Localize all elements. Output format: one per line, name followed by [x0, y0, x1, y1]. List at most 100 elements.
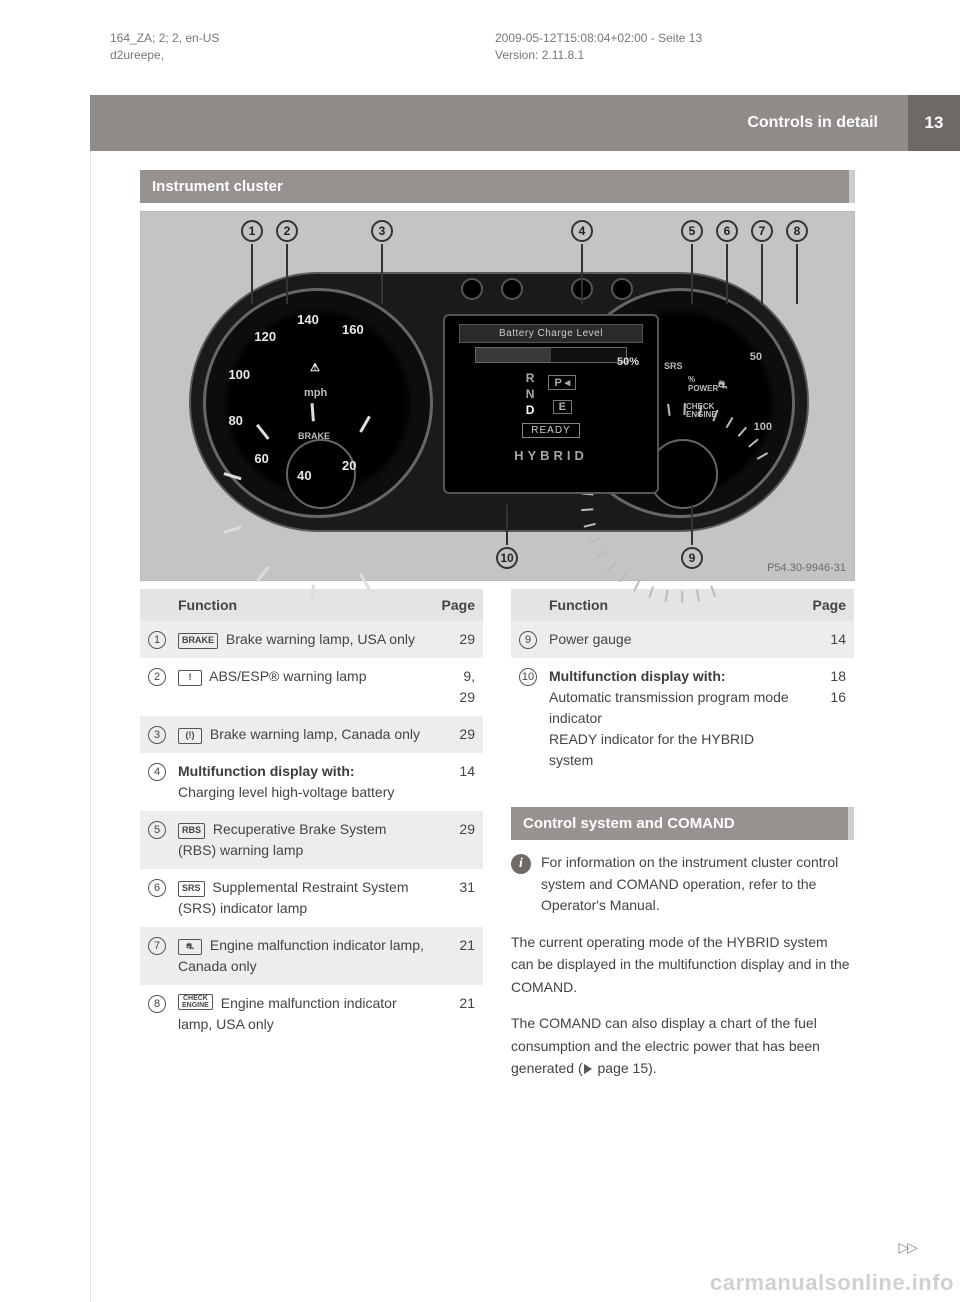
row-page: 21 — [425, 935, 475, 956]
row-page: 21 — [425, 993, 475, 1014]
meta-left: 164_ZA; 2; 2, en-US d2ureepe, — [110, 30, 219, 65]
warning-symbol-icon: ⛐ — [178, 939, 202, 955]
page-header-title: Controls in detail — [747, 114, 878, 132]
row-function: SRS Supplemental Restraint System (SRS) … — [178, 877, 425, 919]
row-function: ⛐ Engine malfunction indicator lamp, Can… — [178, 935, 425, 977]
callout-marker: 7 — [751, 220, 773, 242]
table-row: 5 RBS Recuperative Brake System (RBS) war… — [140, 811, 483, 869]
table-row: 8 CHECK ENGINE Engine malfunction indicat… — [140, 985, 483, 1043]
gear-indicator: RND P ◂ E — [445, 371, 657, 417]
content-area: Instrument cluster mph BRAKE ⚠ 204060801… — [140, 170, 855, 1093]
callout-marker: 2 — [276, 220, 298, 242]
row-function: BRAKE Brake warning lamp, USA only — [178, 629, 425, 650]
panel-button — [611, 278, 633, 300]
speedometer-dial: mph BRAKE ⚠ 20406080100120140160 — [203, 288, 433, 518]
meta-left-line1: 164_ZA; 2; 2, en-US — [110, 30, 219, 47]
row-page: 14 — [425, 761, 475, 782]
row-page: 29 — [425, 819, 475, 840]
warning-symbol-icon: SRS — [178, 881, 205, 897]
figure-code: P54.30-9946-31 — [767, 562, 846, 574]
row-function: (!) Brake warning lamp, Canada only — [178, 724, 425, 745]
row-page: 9, 29 — [425, 666, 475, 708]
col-page: Page — [425, 597, 475, 613]
function-table-left: Function Page 1 BRAKE Brake warning lamp,… — [140, 589, 483, 1093]
paragraph: The current operating mode of the HYBRID… — [511, 931, 854, 998]
ready-indicator: READY — [522, 423, 579, 438]
section-bar-control-system: Control system and COMAND — [511, 807, 854, 840]
row-function: Power gauge — [549, 629, 796, 650]
callout-marker: 3 — [371, 220, 393, 242]
row-number: 8 — [148, 995, 166, 1013]
info-icon: i — [511, 854, 531, 874]
table-row: 3 (!) Brake warning lamp, Canada only29 — [140, 716, 483, 753]
meta-right-line2: Version: 2.11.8.1 — [495, 47, 702, 64]
table-row: 7 ⛐ Engine malfunction indicator lamp, Ca… — [140, 927, 483, 985]
row-page: 31 — [425, 877, 475, 898]
callout-marker: 10 — [496, 547, 518, 569]
row-number: 5 — [148, 821, 166, 839]
row-number: 10 — [519, 668, 537, 686]
section-bar-instrument-cluster: Instrument cluster — [140, 170, 855, 203]
row-number: 3 — [148, 726, 166, 744]
row-number: 6 — [148, 879, 166, 897]
panel-button — [501, 278, 523, 300]
continue-marker: ▷▷ — [898, 1239, 916, 1256]
panel-button — [461, 278, 483, 300]
row-page: 18 16 — [796, 666, 846, 708]
col-function: Function — [178, 597, 425, 613]
callout-marker: 9 — [681, 547, 703, 569]
function-tables: Function Page 1 BRAKE Brake warning lamp,… — [140, 589, 855, 1093]
info-note-text: For information on the instrument cluste… — [541, 852, 854, 917]
row-function: RBS Recuperative Brake System (RBS) warn… — [178, 819, 425, 861]
col-page: Page — [796, 597, 846, 613]
page-ref-icon — [584, 1064, 592, 1074]
paragraph: The COMAND can also display a chart of t… — [511, 1012, 854, 1079]
row-number: 2 — [148, 668, 166, 686]
meta-right-line1: 2009-05-12T15:08:04+02:00 - Seite 13 — [495, 30, 702, 47]
battery-charge-label: Battery Charge Level — [459, 324, 643, 343]
row-page: 14 — [796, 629, 846, 650]
table-row: 1 BRAKE Brake warning lamp, USA only29 — [140, 621, 483, 658]
meta-right: 2009-05-12T15:08:04+02:00 - Seite 13 Ver… — [495, 30, 702, 65]
row-number: 1 — [148, 631, 166, 649]
watermark: carmanualsonline.info — [710, 1270, 954, 1296]
warning-symbol-icon: ! — [178, 670, 202, 686]
row-function: Multifunction display with:Charging leve… — [178, 761, 425, 803]
callout-marker: 8 — [786, 220, 808, 242]
battery-charge-pct: 50% — [617, 356, 639, 368]
callout-marker: 6 — [716, 220, 738, 242]
row-function: ! ABS/ESP® warning lamp — [178, 666, 425, 687]
table-row: 6 SRS Supplemental Restraint System (SRS)… — [140, 869, 483, 927]
col-function: Function — [549, 597, 796, 613]
table-row: 4 Multifunction display with:Charging lev… — [140, 753, 483, 811]
row-function: CHECK ENGINE Engine malfunction indicato… — [178, 993, 425, 1035]
instrument-cluster-figure: mph BRAKE ⚠ 20406080100120140160 50 100 … — [140, 211, 855, 581]
warning-symbol-icon: BRAKE — [178, 633, 218, 649]
page-header: Controls in detail 13 — [90, 95, 960, 151]
row-number: 7 — [148, 937, 166, 955]
callout-marker: 1 — [241, 220, 263, 242]
row-number: 4 — [148, 763, 166, 781]
multifunction-display: Battery Charge Level 50% RND P ◂ E READY… — [443, 314, 659, 494]
page-edge-rule — [90, 95, 91, 1302]
info-note: i For information on the instrument clus… — [511, 852, 854, 917]
hybrid-label: HYBRID — [445, 448, 657, 463]
callout-marker: 4 — [571, 220, 593, 242]
callout-marker: 5 — [681, 220, 703, 242]
function-table-right: Function Page 9 Power gauge14 10 Multifunct… — [511, 589, 854, 779]
table-row: 10 Multifunction display with:Automatic t… — [511, 658, 854, 779]
row-page: 29 — [425, 629, 475, 650]
speedo-unit: mph — [304, 387, 327, 399]
row-function: Multifunction display with:Automatic tra… — [549, 666, 796, 771]
page-header-number: 13 — [908, 95, 960, 151]
warning-symbol-icon: RBS — [178, 823, 205, 839]
battery-charge-bar — [475, 347, 627, 363]
table-row: 9 Power gauge14 — [511, 621, 854, 658]
row-number: 9 — [519, 631, 537, 649]
cluster-panel: mph BRAKE ⚠ 20406080100120140160 50 100 … — [189, 272, 809, 532]
table-row: 2 ! ABS/ESP® warning lamp9, 29 — [140, 658, 483, 716]
warning-symbol-icon: (!) — [178, 728, 202, 744]
warning-symbol-icon: CHECK ENGINE — [178, 994, 213, 1010]
row-page: 29 — [425, 724, 475, 745]
right-column-text: Control system and COMAND i For informat… — [511, 801, 854, 1093]
